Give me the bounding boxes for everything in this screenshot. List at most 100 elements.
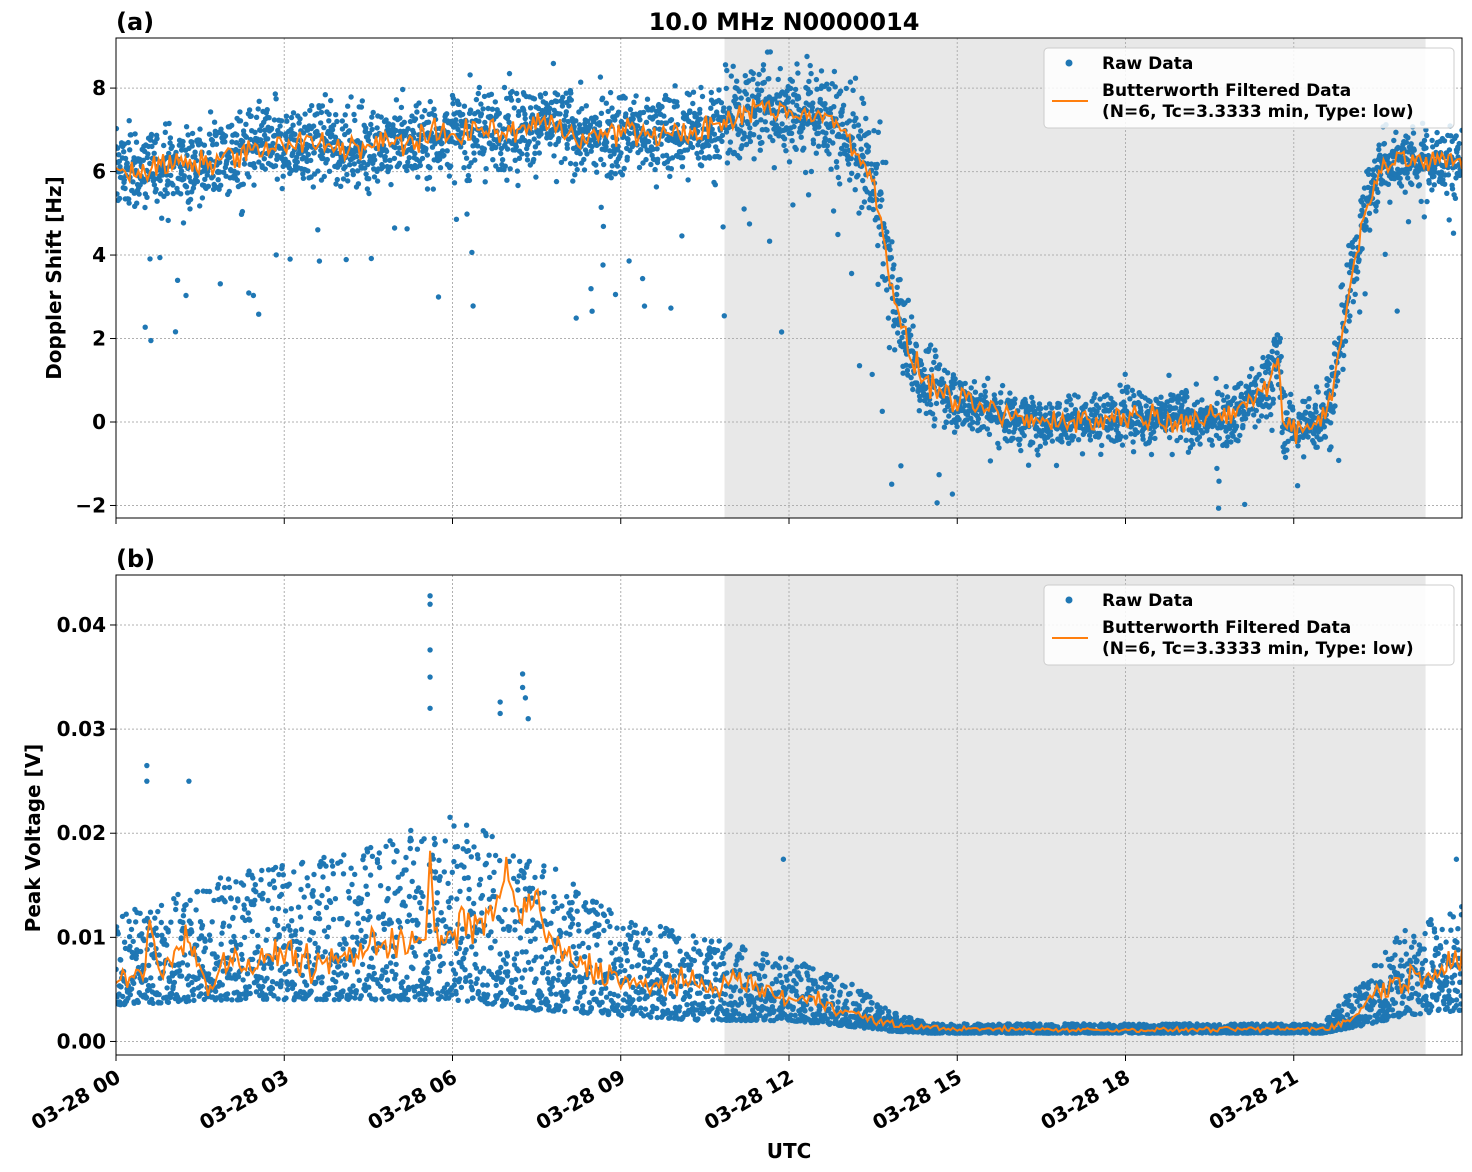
raw-data-point	[173, 906, 179, 913]
raw-data-point	[243, 134, 250, 140]
raw-data-point	[181, 173, 187, 179]
raw-data-point	[158, 902, 165, 909]
raw-data-point	[453, 117, 459, 123]
raw-data-point	[142, 204, 148, 211]
raw-data-point	[214, 954, 220, 960]
raw-data-point	[237, 941, 244, 948]
raw-data-point	[813, 76, 820, 83]
raw-data-point	[793, 146, 799, 152]
raw-data-point	[416, 100, 422, 106]
raw-data-point	[233, 942, 240, 948]
raw-data-point	[789, 138, 795, 144]
raw-data-point	[1105, 401, 1111, 407]
raw-data-point	[473, 951, 479, 957]
raw-data-point	[179, 960, 186, 966]
raw-data-point	[1190, 441, 1196, 447]
raw-data-point	[482, 119, 488, 126]
raw-data-point	[1235, 438, 1241, 444]
raw-data-point	[232, 904, 238, 911]
raw-data-point	[383, 843, 389, 850]
raw-data-point	[895, 330, 901, 336]
raw-data-point	[516, 109, 522, 115]
raw-data-point	[164, 190, 170, 197]
raw-data-point	[1181, 398, 1188, 404]
raw-data-point	[191, 986, 197, 993]
raw-data-point	[1122, 371, 1128, 377]
raw-data-point	[1018, 447, 1024, 454]
raw-data-point	[755, 81, 761, 87]
raw-data-point	[755, 99, 762, 105]
raw-data-point	[542, 90, 549, 97]
raw-data-point	[636, 164, 643, 171]
raw-data-point	[474, 143, 481, 149]
raw-data-point	[1166, 372, 1172, 378]
raw-data-point	[189, 130, 196, 137]
raw-data-point	[239, 951, 245, 958]
raw-data-point	[381, 926, 387, 932]
raw-data-point	[414, 983, 420, 989]
raw-data-point	[584, 118, 591, 124]
raw-data-point	[842, 148, 848, 154]
raw-data-point	[1332, 403, 1338, 409]
raw-data-point	[351, 161, 357, 167]
raw-data-point	[431, 106, 437, 112]
raw-data-point	[406, 155, 412, 161]
raw-data-point	[1150, 429, 1157, 435]
raw-data-point	[475, 855, 481, 862]
raw-data-point	[1016, 441, 1022, 448]
raw-data-point	[908, 314, 915, 320]
raw-data-point	[492, 852, 499, 859]
raw-data-point	[190, 992, 196, 998]
raw-data-point	[1279, 429, 1285, 436]
raw-data-point	[355, 181, 362, 187]
raw-data-point	[366, 130, 373, 137]
raw-data-point	[355, 920, 362, 926]
raw-data-point	[759, 139, 765, 146]
raw-data-point	[153, 186, 159, 192]
raw-data-point	[736, 88, 742, 94]
raw-data-point	[869, 371, 875, 378]
raw-data-point	[126, 200, 132, 206]
raw-data-point	[1284, 556, 1289, 561]
raw-data-point	[653, 184, 660, 190]
raw-data-point	[462, 967, 468, 973]
raw-data-point	[417, 162, 423, 169]
raw-data-point	[1445, 172, 1452, 178]
raw-data-point	[634, 123, 641, 129]
raw-data-point	[349, 881, 355, 888]
raw-data-point	[345, 178, 351, 184]
raw-data-point	[865, 148, 871, 154]
raw-data-point	[170, 182, 176, 188]
raw-data-point	[1294, 483, 1301, 489]
raw-data-point	[489, 833, 495, 840]
raw-data-point	[361, 148, 368, 155]
raw-data-point	[1442, 181, 1448, 187]
raw-data-point	[1238, 380, 1244, 386]
raw-data-point	[361, 853, 367, 859]
raw-data-point	[800, 125, 806, 131]
raw-data-point	[510, 907, 516, 913]
raw-data-point	[269, 905, 275, 911]
raw-data-point	[165, 929, 171, 935]
raw-data-point	[319, 980, 325, 986]
raw-data-point	[121, 149, 127, 155]
panel-b-label: (b)	[116, 545, 155, 573]
raw-data-point	[598, 204, 604, 210]
raw-data-point	[627, 130, 633, 137]
raw-data-point	[263, 937, 269, 943]
raw-data-point	[913, 343, 920, 349]
raw-data-point	[706, 142, 712, 149]
raw-data-point	[393, 961, 399, 968]
raw-data-point	[766, 76, 772, 82]
raw-data-point	[257, 127, 264, 134]
raw-data-point	[467, 107, 474, 113]
raw-data-point	[598, 110, 605, 117]
raw-data-point	[366, 176, 372, 182]
raw-data-point	[504, 953, 511, 959]
raw-data-point	[310, 893, 316, 899]
raw-data-point	[286, 161, 292, 167]
series-layer	[116, 593, 1462, 1036]
raw-data-point	[858, 146, 864, 152]
raw-data-point	[310, 123, 317, 129]
